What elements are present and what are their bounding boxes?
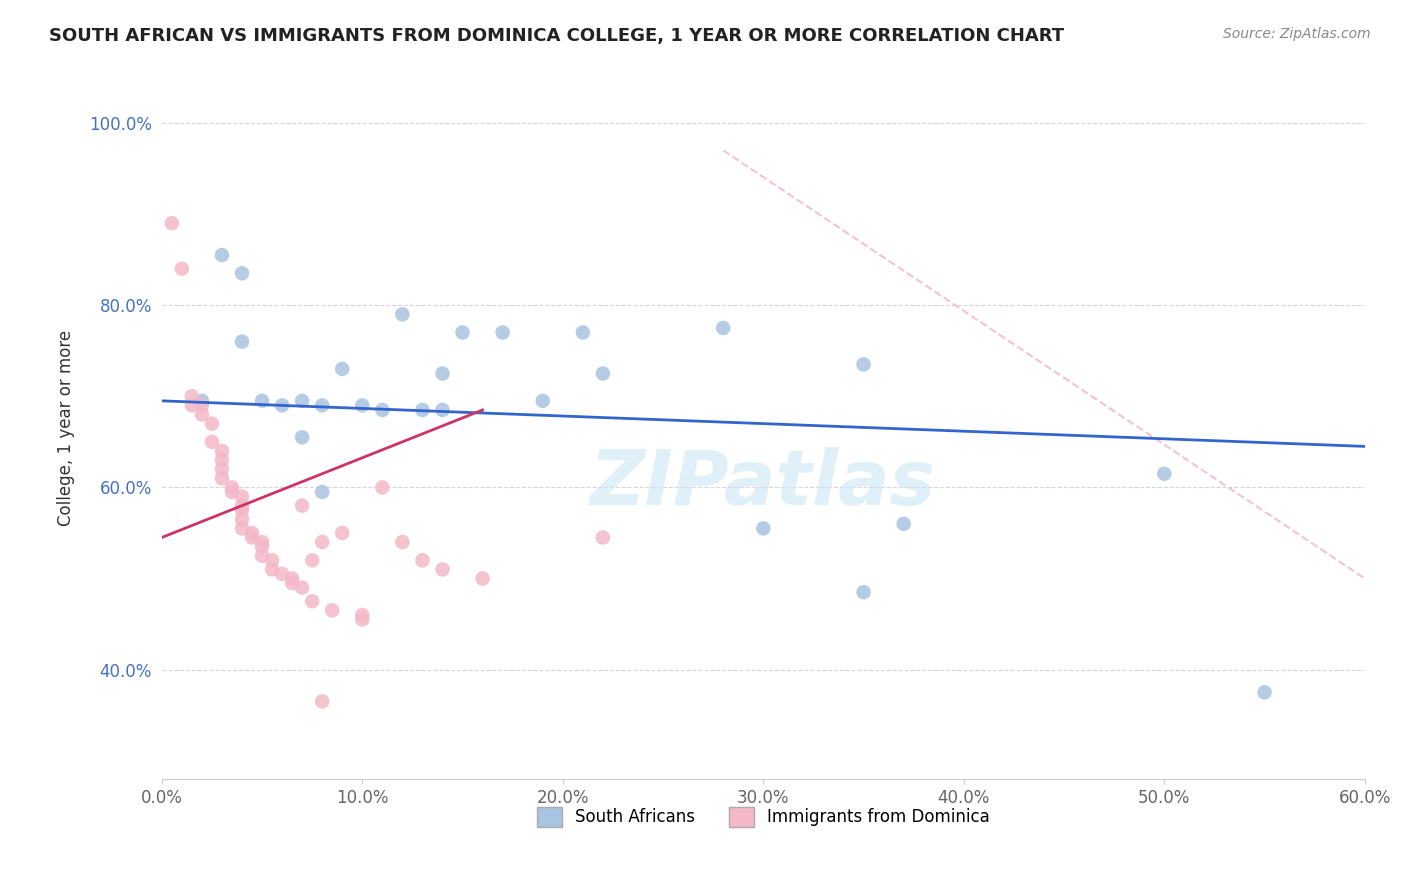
Point: [852, 585, 875, 599]
Point: [752, 521, 775, 535]
Point: [231, 521, 253, 535]
Point: [211, 444, 233, 458]
Point: [301, 594, 323, 608]
Point: [291, 430, 314, 444]
Point: [281, 572, 304, 586]
Point: [211, 248, 233, 262]
Point: [531, 393, 554, 408]
Point: [1153, 467, 1175, 481]
Point: [231, 334, 253, 349]
Point: [221, 480, 243, 494]
Point: [432, 562, 454, 576]
Point: [311, 485, 333, 500]
Point: [221, 485, 243, 500]
Text: SOUTH AFRICAN VS IMMIGRANTS FROM DOMINICA COLLEGE, 1 YEAR OR MORE CORRELATION CH: SOUTH AFRICAN VS IMMIGRANTS FROM DOMINIC…: [49, 27, 1064, 45]
Point: [170, 261, 193, 276]
Point: [211, 453, 233, 467]
Point: [411, 403, 433, 417]
Point: [291, 581, 314, 595]
Point: [411, 553, 433, 567]
Legend: South Africans, Immigrants from Dominica: South Africans, Immigrants from Dominica: [530, 800, 997, 834]
Point: [352, 398, 374, 412]
Point: [301, 553, 323, 567]
Point: [471, 572, 494, 586]
Point: [291, 393, 314, 408]
Point: [231, 512, 253, 526]
Point: [211, 471, 233, 485]
Text: ZIPatlas: ZIPatlas: [591, 447, 936, 521]
Y-axis label: College, 1 year or more: College, 1 year or more: [58, 330, 75, 526]
Point: [231, 490, 253, 504]
Point: [311, 398, 333, 412]
Point: [291, 499, 314, 513]
Point: [201, 434, 224, 449]
Point: [391, 535, 413, 549]
Point: [311, 694, 333, 708]
Point: [240, 525, 263, 540]
Point: [250, 535, 273, 549]
Point: [271, 566, 294, 581]
Point: [231, 499, 253, 513]
Point: [180, 389, 202, 403]
Point: [492, 326, 515, 340]
Point: [271, 398, 294, 412]
Point: [180, 398, 202, 412]
Point: [250, 393, 273, 408]
Point: [240, 531, 263, 545]
Point: [352, 612, 374, 626]
Point: [191, 408, 214, 422]
Point: [281, 576, 304, 591]
Point: [711, 321, 734, 335]
Point: [211, 462, 233, 476]
Point: [592, 531, 614, 545]
Point: [432, 367, 454, 381]
Point: [160, 216, 183, 230]
Point: [893, 516, 915, 531]
Point: [262, 553, 284, 567]
Point: [201, 417, 224, 431]
Point: [371, 403, 394, 417]
Point: [852, 358, 875, 372]
Point: [262, 562, 284, 576]
Point: [231, 503, 253, 517]
Point: [352, 607, 374, 622]
Point: [451, 326, 474, 340]
Point: [191, 393, 214, 408]
Point: [371, 480, 394, 494]
Point: [432, 403, 454, 417]
Point: [330, 525, 353, 540]
Point: [321, 603, 343, 617]
Point: [191, 398, 214, 412]
Point: [250, 549, 273, 563]
Point: [391, 307, 413, 321]
Point: [1253, 685, 1275, 699]
Point: [592, 367, 614, 381]
Point: [572, 326, 595, 340]
Point: [231, 266, 253, 280]
Text: Source: ZipAtlas.com: Source: ZipAtlas.com: [1223, 27, 1371, 41]
Point: [250, 540, 273, 554]
Point: [311, 535, 333, 549]
Point: [330, 362, 353, 376]
